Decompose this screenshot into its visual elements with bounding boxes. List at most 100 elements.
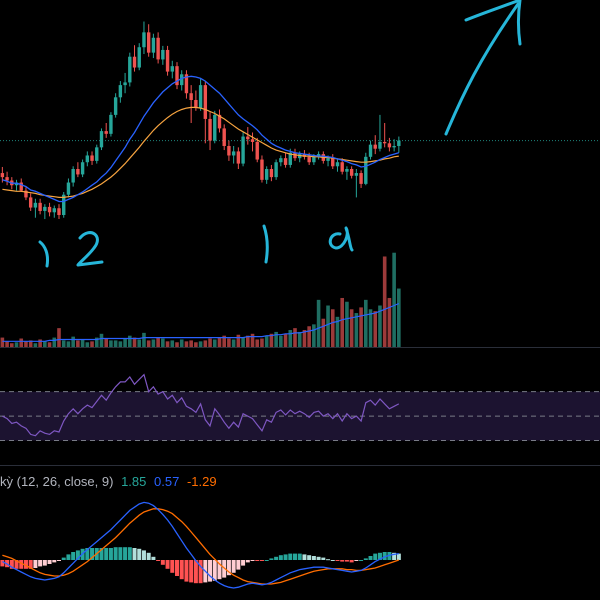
volume-bar (151, 339, 156, 347)
volume-bar (231, 339, 236, 347)
candle-body (250, 139, 255, 142)
macd-histogram-bar (137, 548, 142, 560)
macd-histogram-bar (316, 556, 321, 560)
macd-histogram-bar (297, 553, 302, 560)
candle-body (345, 169, 349, 172)
macd-histogram-bar (189, 560, 194, 583)
candle-body (264, 169, 269, 180)
macd-histogram-bar (208, 560, 213, 582)
macd-legend: kỳ (12, 26, close, 9) 1.85 0.57 -1.29 (0, 474, 221, 492)
macd-histogram-bar (241, 560, 246, 566)
macd-histogram-bar (14, 560, 19, 569)
candle-body (217, 114, 222, 129)
volume-bar (359, 307, 363, 347)
macd-histogram-bar (9, 560, 14, 569)
macd-histogram-bar (302, 554, 307, 560)
volume-bar (198, 341, 203, 347)
macd-histogram-bar (19, 560, 24, 569)
candle-body (28, 197, 33, 208)
candle-body (260, 159, 264, 180)
candle-body (161, 49, 165, 60)
macd-histogram-bar (193, 560, 198, 584)
candle-body (24, 190, 28, 198)
macd-histogram-bar (123, 547, 128, 560)
volume-bar (113, 340, 118, 347)
volume-bar (137, 339, 142, 347)
candle-body (38, 202, 42, 211)
volume-bar (57, 328, 61, 347)
volume-bar (33, 343, 38, 347)
volume-bar (274, 331, 278, 347)
macd-legend-title: kỳ (12, 26, close, 9) (0, 474, 114, 489)
candle-body (99, 131, 104, 148)
volume-bar (161, 338, 165, 347)
annotation-stroke (328, 226, 354, 252)
candle-body (5, 177, 9, 181)
macd-histogram-bar (127, 547, 132, 560)
candle-body (52, 208, 56, 213)
volume-bar (293, 328, 297, 347)
macd-histogram-bar (66, 554, 71, 560)
volume-bar (397, 288, 401, 347)
candle-body (113, 97, 118, 115)
candle-body (373, 144, 377, 149)
volume-bar (109, 340, 113, 347)
volume-bar (28, 340, 33, 347)
macd-histogram-bar (349, 560, 354, 563)
candle-body (43, 206, 47, 211)
candle-body (165, 49, 170, 72)
volume-bar (179, 339, 184, 347)
macd-histogram-bar (165, 560, 170, 569)
macd-histogram-bar (75, 550, 80, 560)
candle-body (255, 141, 259, 160)
candle-body (269, 169, 274, 178)
volume-bar (43, 341, 47, 347)
candle-body (349, 169, 354, 176)
macd-histogram-bar (212, 560, 217, 581)
macd-legend-hist-value: -1.29 (186, 474, 217, 489)
candle-body (331, 158, 335, 167)
macd-histogram-bar (335, 560, 340, 561)
volume-bar (264, 335, 269, 347)
macd-histogram-bar (141, 550, 146, 560)
candle-body (208, 118, 212, 141)
volume-bar (19, 338, 24, 347)
candle-body (274, 162, 278, 178)
candle-body (293, 152, 297, 159)
volume-bar (349, 309, 354, 347)
candle-body (189, 93, 193, 100)
volume-bar (241, 337, 245, 347)
macd-histogram-bar (330, 560, 335, 561)
macd-histogram-bar (326, 559, 331, 561)
volume-bar (250, 333, 255, 347)
macd-histogram-bar (198, 560, 203, 584)
macd-histogram-bar (156, 560, 161, 561)
annotation-stroke (262, 224, 269, 264)
volume-bar (132, 337, 137, 347)
macd-histogram-bar (42, 560, 47, 566)
volume-bar (14, 342, 19, 347)
candle-body (170, 66, 174, 72)
macd-histogram-bar (57, 560, 61, 561)
volume-bar (123, 338, 127, 347)
candle-body (19, 182, 23, 191)
candle-body (368, 144, 373, 157)
macd-histogram-bar (90, 548, 95, 560)
volume-bar (189, 340, 193, 347)
macd-histogram-bar (160, 560, 165, 565)
volume-bar (5, 341, 9, 347)
candle-body (307, 156, 311, 163)
candle-body (364, 156, 368, 184)
candle-body (104, 131, 108, 134)
macd-histogram-bar (307, 555, 312, 560)
volume-bar (364, 299, 368, 347)
macd-histogram-bar (382, 552, 387, 560)
macd-histogram-bar (387, 552, 392, 560)
candle-body (76, 169, 80, 175)
volume-bar (24, 341, 28, 347)
volume-bar (128, 335, 132, 347)
macd-histogram-bar (288, 553, 293, 560)
macd-histogram-bar (71, 552, 76, 560)
macd-histogram-bar (179, 560, 184, 580)
